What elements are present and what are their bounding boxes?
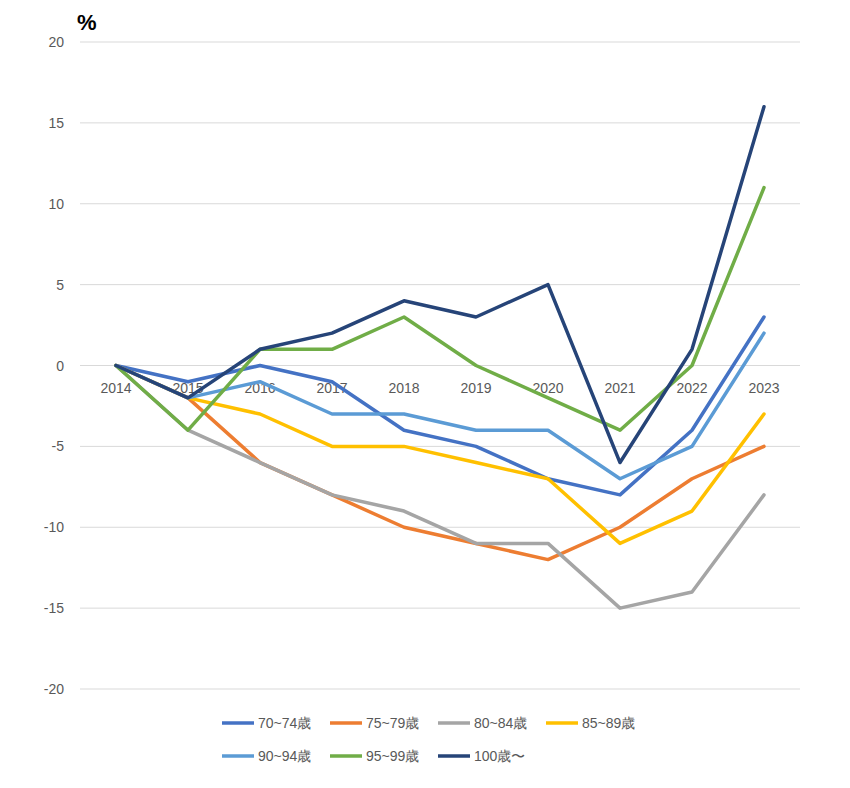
legend-swatch [546,721,578,725]
x-tick-label: 2023 [748,380,779,396]
y-tick-label: -15 [44,600,64,616]
series-line [116,333,764,479]
legend-label: 90~94歳 [258,748,311,764]
x-tick-label: 2021 [604,380,635,396]
legend-swatch [438,721,470,725]
y-tick-label: 20 [48,34,64,50]
legend-swatch [438,754,470,758]
legend-swatch [330,754,362,758]
y-tick-label: 5 [56,277,64,293]
legend-swatch [222,754,254,758]
grid-line [80,284,800,285]
series-line [116,366,764,560]
legend-label: 70~74歳 [258,715,311,731]
grid-line [80,203,800,204]
grid [80,42,800,689]
x-tick-label: 2014 [100,380,131,396]
legend-label: 100歳〜 [474,748,525,764]
chart-svg: -20-15-10-505101520%20142015201620172018… [0,0,850,788]
y-tick-label: -20 [44,681,64,697]
y-tick-label: 10 [48,196,64,212]
x-tick-label: 2018 [388,380,419,396]
legend-swatch [330,721,362,725]
y-tick-label: -10 [44,519,64,535]
y-tick-label: -5 [52,438,65,454]
x-tick-label: 2019 [460,380,491,396]
series-line [116,107,764,463]
grid-line [80,608,800,609]
legend: 70~74歳 75~79歳 80~84歳 85~89歳 90~94歳 95~99歳 100歳… [222,715,635,764]
legend-label: 85~89歳 [582,715,635,731]
series-line [116,317,764,495]
lines [116,107,764,608]
legend-swatch [222,721,254,725]
legend-label: 80~84歳 [474,715,527,731]
y-tick-label: 15 [48,115,64,131]
grid-line [80,122,800,123]
y-tick-label: 0 [56,358,64,374]
legend-label: 75~79歳 [366,715,419,731]
chart-container: -20-15-10-505101520%20142015201620172018… [0,0,850,788]
grid-line [80,42,800,43]
legend-label: 95~99歳 [366,748,419,764]
x-tick-label: 2022 [676,380,707,396]
grid-line [80,689,800,690]
y-axis-label: % [77,10,97,35]
